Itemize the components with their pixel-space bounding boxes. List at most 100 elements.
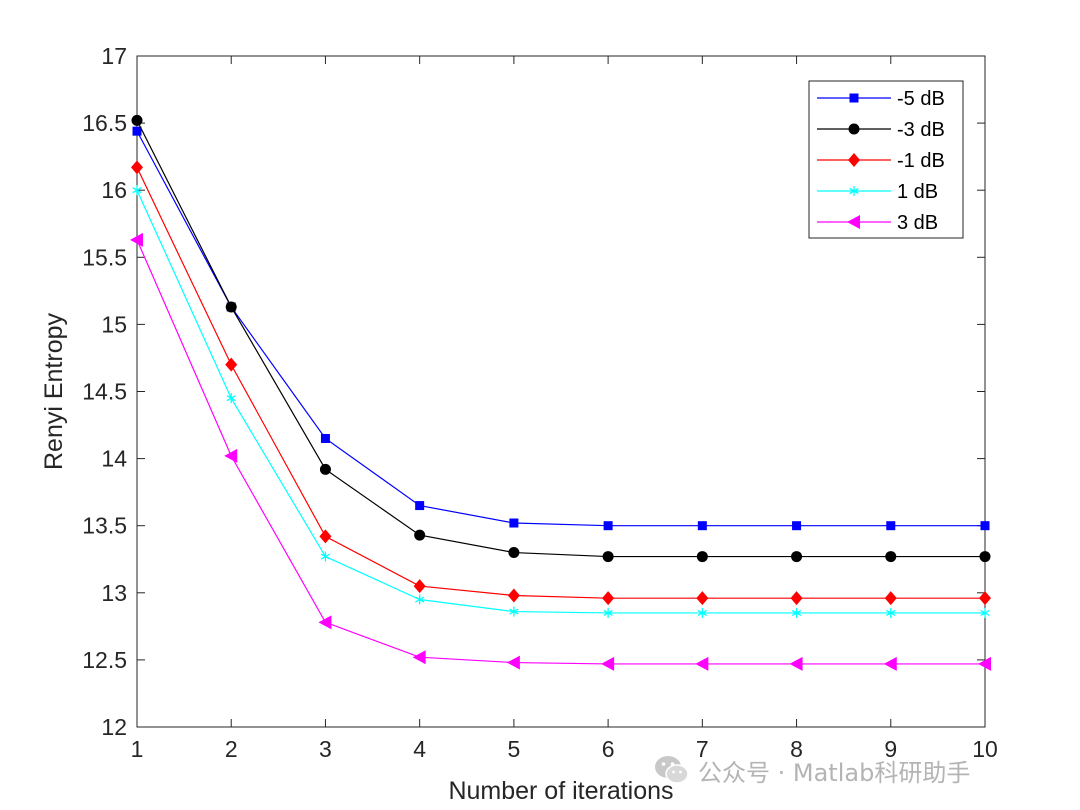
legend-label: -5 dB xyxy=(897,88,945,110)
legend-marker xyxy=(849,93,859,103)
y-tick-label: 14.5 xyxy=(82,379,127,405)
series-4 xyxy=(130,232,991,671)
data-point xyxy=(603,521,613,531)
data-point xyxy=(979,591,991,606)
y-tick-label: 17 xyxy=(101,43,127,69)
data-point xyxy=(413,579,426,594)
series-line xyxy=(136,189,985,614)
data-point xyxy=(132,126,142,136)
x-tick-label: 9 xyxy=(884,736,897,762)
series-0 xyxy=(132,126,990,531)
data-point xyxy=(886,521,896,531)
data-point xyxy=(979,551,991,563)
data-point xyxy=(601,656,615,671)
x-axis-title: Number of iterations xyxy=(448,777,673,805)
data-point xyxy=(318,615,332,630)
series-1 xyxy=(131,114,991,563)
data-point xyxy=(697,521,707,531)
wechat-icon xyxy=(655,756,689,784)
x-tick-label: 1 xyxy=(131,736,144,762)
legend: -5 dB -3 dB -1 dB 1 dB 3 dB xyxy=(808,80,964,239)
y-tick-label: 15.5 xyxy=(82,244,127,270)
data-point xyxy=(224,448,238,463)
data-point xyxy=(789,656,803,671)
x-tick-label: 6 xyxy=(602,736,615,762)
data-point xyxy=(603,607,613,618)
data-point xyxy=(696,551,708,563)
legend-marker xyxy=(847,215,860,229)
data-point xyxy=(415,501,425,511)
legend-label: 3 dB xyxy=(897,212,938,234)
data-point xyxy=(697,607,707,618)
series-3 xyxy=(132,185,990,618)
data-point xyxy=(885,551,897,563)
y-axis-title: Renyi Entropy xyxy=(40,312,68,470)
data-point xyxy=(507,588,520,603)
data-point xyxy=(790,591,803,606)
y-axis-ticks: 12 12.5 13 13.5 14 14.5 15 15.5 16 16.5 17 xyxy=(82,43,985,740)
data-point xyxy=(883,656,897,671)
watermark: 公众号 · Matlab科研助手 xyxy=(652,750,970,790)
y-tick-label: 13.5 xyxy=(82,513,127,539)
data-point xyxy=(980,607,990,618)
data-point xyxy=(131,114,143,126)
x-tick-label: 5 xyxy=(507,736,520,762)
data-point xyxy=(506,655,520,670)
data-point xyxy=(131,160,143,175)
series-line xyxy=(136,167,985,599)
data-point xyxy=(412,650,426,665)
x-tick-label: 7 xyxy=(696,736,709,762)
x-tick-label: 8 xyxy=(790,736,803,762)
series-layer xyxy=(130,114,991,671)
data-point xyxy=(320,551,331,562)
data-point xyxy=(884,591,897,606)
y-tick-label: 13 xyxy=(101,580,127,606)
data-point xyxy=(602,591,615,606)
data-point xyxy=(226,393,236,404)
data-point xyxy=(792,521,802,531)
y-tick-label: 16 xyxy=(101,177,127,203)
y-tick-label: 12 xyxy=(101,714,127,740)
data-point xyxy=(319,529,332,544)
data-point xyxy=(978,656,991,671)
x-tick-label: 10 xyxy=(972,736,998,762)
legend-label: 1 dB xyxy=(897,181,938,203)
legend-marker xyxy=(848,153,860,167)
data-point xyxy=(791,607,802,618)
data-point xyxy=(319,463,331,475)
data-point xyxy=(130,232,143,247)
data-point xyxy=(508,547,520,559)
x-tick-label: 4 xyxy=(413,736,426,762)
x-tick-label: 3 xyxy=(319,736,332,762)
legend-label: -1 dB xyxy=(897,150,945,172)
data-point xyxy=(414,529,426,541)
series-2 xyxy=(131,160,991,606)
series-line xyxy=(136,239,985,665)
data-point xyxy=(415,594,425,605)
data-point xyxy=(980,521,990,531)
legend-marker xyxy=(848,123,860,135)
data-point xyxy=(509,518,519,528)
y-tick-label: 12.5 xyxy=(82,647,127,673)
data-point xyxy=(509,606,519,617)
data-point xyxy=(695,656,709,671)
x-axis-ticks: 1 2 3 4 5 6 7 8 9 10 xyxy=(131,56,998,762)
data-point xyxy=(791,551,803,563)
data-point xyxy=(225,301,237,313)
data-point xyxy=(132,185,142,196)
data-point xyxy=(696,591,709,606)
y-tick-label: 14 xyxy=(101,446,127,472)
data-point xyxy=(602,551,614,563)
y-tick-label: 15 xyxy=(101,311,127,337)
legend-marker xyxy=(849,186,859,196)
series-line xyxy=(136,120,985,558)
data-point xyxy=(886,607,896,618)
watermark-text: 公众号 · Matlab科研助手 xyxy=(698,758,971,787)
legend-label: -3 dB xyxy=(897,119,945,141)
x-tick-label: 2 xyxy=(225,736,238,762)
y-tick-label: 16.5 xyxy=(82,110,127,136)
data-point xyxy=(320,433,330,443)
data-point xyxy=(225,357,238,372)
